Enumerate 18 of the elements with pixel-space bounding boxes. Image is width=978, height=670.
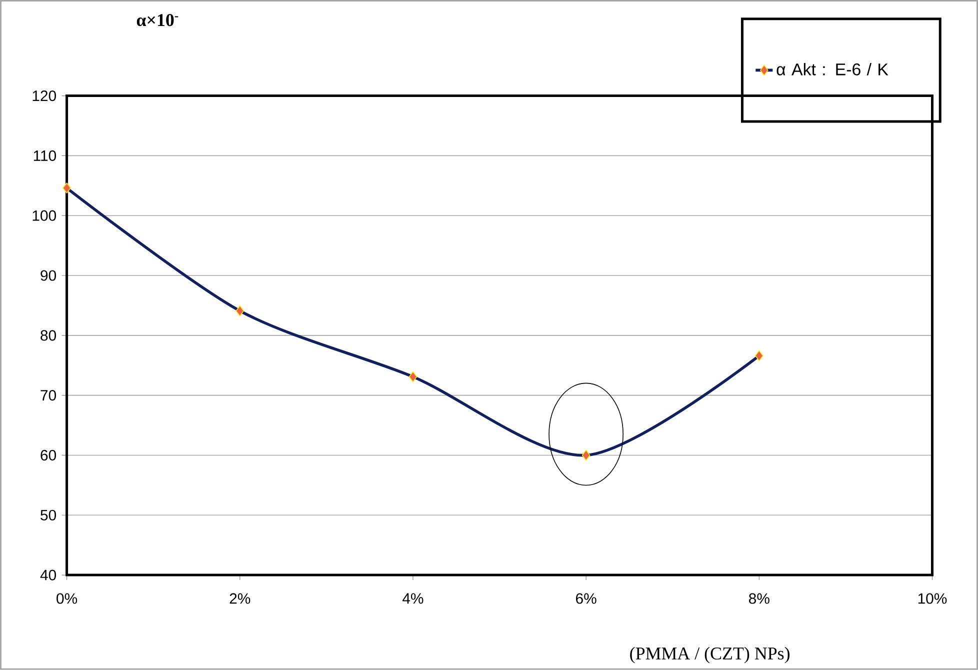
y-tick-label: 50	[40, 510, 56, 520]
x-axis-title: (PMMA / (CZT) NPs)	[630, 647, 790, 664]
y-tick-label: 80	[40, 330, 56, 341]
x-tick-label: 2%	[230, 593, 250, 604]
y-tick-label: 120	[32, 90, 56, 102]
y-tick-label: 90	[40, 270, 56, 281]
x-tick-label: 0%	[56, 593, 78, 604]
legend-label: α Akt : E-6 / K	[776, 63, 888, 76]
y-tick-label: 60	[40, 450, 56, 461]
y-axis-title: α×10$^{-}$	[136, 14, 178, 26]
x-tick-label: 8%	[749, 593, 770, 604]
y-tick-label: 40	[40, 570, 56, 580]
y-tick-label: 100	[32, 210, 56, 221]
x-tick-label: 10%	[918, 593, 947, 604]
y-tick-label: 110	[34, 150, 56, 162]
x-tick-label: 6%	[576, 593, 596, 604]
y-tick-label: 70	[40, 390, 56, 401]
x-tick-label: 4%	[402, 593, 424, 604]
